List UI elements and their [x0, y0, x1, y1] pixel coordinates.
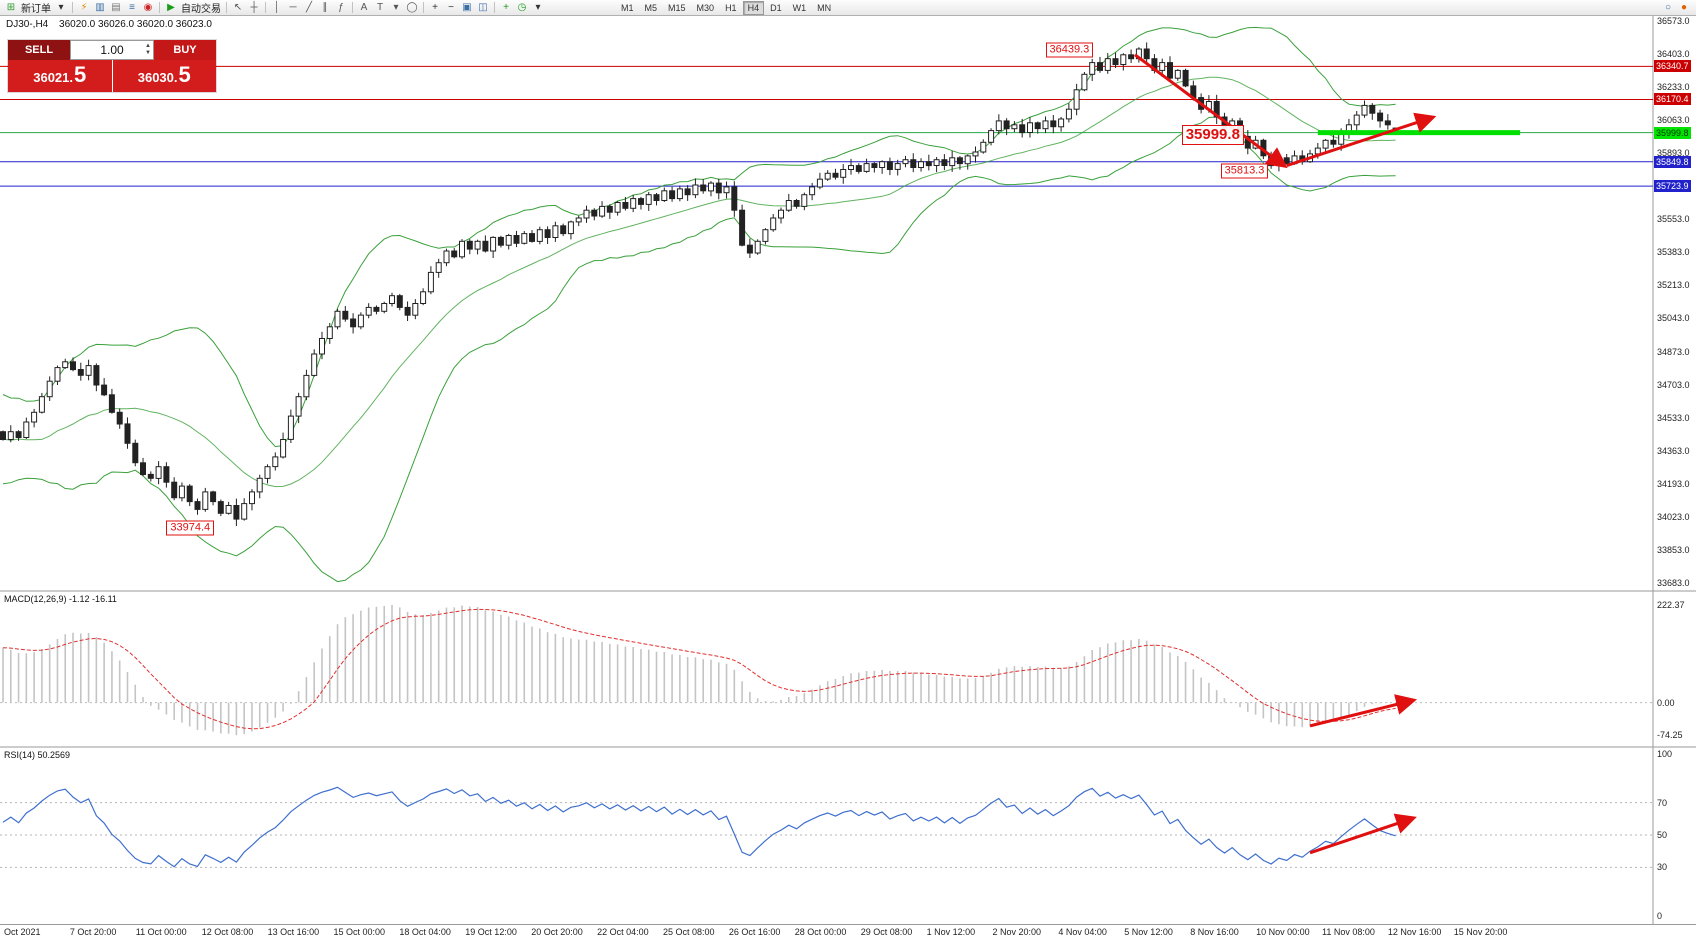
- notification-icon[interactable]: ●: [1680, 2, 1688, 13]
- tile-windows-icon[interactable]: ▣: [462, 1, 472, 13]
- trendline-icon[interactable]: ╱: [305, 1, 313, 13]
- rsi-name: RSI(14): [4, 750, 36, 760]
- buy-button[interactable]: BUY: [154, 40, 216, 60]
- toolbar-separator: [72, 2, 73, 13]
- arrows-tool-icon[interactable]: ▾: [393, 1, 399, 13]
- spinner-up-icon[interactable]: ▲: [145, 43, 151, 49]
- spinner-down-icon[interactable]: ▼: [145, 50, 151, 56]
- buy-price-big-digit: 5: [178, 62, 191, 87]
- lot-size-input[interactable]: 1.00 ▲ ▼: [70, 40, 154, 60]
- symbol-period-label: DJ30-,H4: [6, 19, 49, 30]
- lot-spinner[interactable]: ▲ ▼: [145, 43, 151, 57]
- autotrading-button[interactable]: 自动交易: [181, 4, 221, 15]
- one-click-trading-panel: SELL 1.00 ▲ ▼ BUY 36021. 5 36030. 5: [8, 40, 216, 92]
- timeframe-M30[interactable]: M30: [696, 2, 715, 13]
- channel-icon[interactable]: ∥: [322, 1, 328, 13]
- shapes-tool-icon[interactable]: ◯: [406, 1, 418, 13]
- toolbar-separator: [226, 2, 227, 13]
- timeframe-toolbar: M1 M5 M15 M30 H1 H4 D1 W1 MN: [616, 0, 836, 15]
- sell-button[interactable]: SELL: [8, 40, 70, 60]
- toolbar-separator: [423, 2, 424, 13]
- timeframe-MN[interactable]: MN: [817, 2, 832, 13]
- crosshair-icon[interactable]: ┼: [250, 1, 258, 13]
- market-watch-icon[interactable]: ▥: [95, 1, 105, 13]
- text-label-icon[interactable]: T: [376, 1, 384, 13]
- timeframe-M15[interactable]: M15: [668, 2, 686, 13]
- horizontal-line-icon[interactable]: ─: [289, 1, 297, 13]
- text-tool-icon[interactable]: A: [360, 1, 368, 13]
- indicators-icon[interactable]: +: [503, 1, 509, 13]
- vertical-line-icon[interactable]: │: [273, 1, 281, 13]
- templates-icon[interactable]: ▾: [535, 1, 541, 13]
- toolbar-separator: [265, 2, 266, 13]
- timeframe-W1[interactable]: W1: [792, 2, 807, 13]
- cursor-icon[interactable]: ↖: [233, 1, 243, 13]
- timeframe-D1[interactable]: D1: [770, 2, 782, 13]
- toolbar-separator: [494, 2, 495, 13]
- lot-size-value: 1.00: [100, 43, 124, 57]
- macd-indicator-label: MACD(12,26,9) -1.12 -16.11: [4, 594, 117, 604]
- timeframe-H1[interactable]: H1: [725, 2, 737, 13]
- rsi-current-value: 50.2569: [37, 750, 71, 760]
- timeframe-M1[interactable]: M1: [621, 2, 634, 13]
- navigator-icon[interactable]: ≡: [129, 1, 135, 13]
- zoom-out-icon[interactable]: −: [448, 1, 454, 13]
- ohlc-readout: 36020.0 36026.0 36020.0 36023.0: [59, 19, 212, 30]
- terminal-icon[interactable]: ◉: [143, 1, 153, 13]
- macd-name: MACD(12,26,9): [4, 594, 67, 604]
- symbol-info: DJ30-,H4 36020.0 36026.0 36020.0 36023.0: [6, 19, 212, 30]
- sell-price-big-digit: 5: [74, 62, 87, 87]
- toolbar-groups: ⊞ 新订单 ▾ ⚡ ▥ ▤ ≡ ◉ ▶ 自动交易 ↖ ┼ │ ─ ╱ ∥ ƒ A T ▾ ◯ + − ▣ ◫ + ◷ ▾: [3, 0, 546, 16]
- new-chart-icon[interactable]: ⊞: [6, 1, 16, 13]
- data-window-icon[interactable]: ▤: [111, 1, 121, 13]
- buy-price-main: 36030.: [137, 70, 178, 85]
- timeframe-H4[interactable]: H4: [742, 0, 765, 15]
- sell-price-main: 36021.: [33, 70, 73, 85]
- autotrading-icon[interactable]: ▶: [167, 1, 175, 13]
- zoom-in-icon[interactable]: +: [432, 1, 438, 13]
- periods-icon[interactable]: ◷: [517, 1, 527, 13]
- timeframe-M5[interactable]: M5: [644, 2, 658, 13]
- macd-current-values: -1.12 -16.11: [69, 594, 117, 604]
- fibonacci-icon[interactable]: ƒ: [338, 1, 344, 13]
- rsi-indicator-label: RSI(14) 50.2569: [4, 750, 70, 760]
- new-order-dropdown-icon[interactable]: ▾: [58, 1, 64, 13]
- buy-price-button[interactable]: 36030. 5: [111, 60, 216, 92]
- toolbar-right-icons: ○ ●: [1660, 1, 1692, 15]
- cascade-windows-icon[interactable]: ◫: [478, 1, 488, 13]
- quick-trade-icon[interactable]: ⚡: [80, 1, 88, 13]
- sell-button-label: SELL: [24, 44, 54, 56]
- sell-price-button[interactable]: 36021. 5: [8, 60, 112, 92]
- toolbar-separator: [352, 2, 353, 13]
- toolbar-separator: [159, 2, 160, 13]
- buy-button-label: BUY: [173, 44, 197, 56]
- new-order-button[interactable]: 新订单: [21, 4, 51, 15]
- main-toolbar: ⊞ 新订单 ▾ ⚡ ▥ ▤ ≡ ◉ ▶ 自动交易 ↖ ┼ │ ─ ╱ ∥ ƒ A T ▾ ◯ + − ▣ ◫ + ◷ ▾ M1 M5 M1…: [0, 0, 1696, 16]
- search-icon[interactable]: ○: [1664, 2, 1672, 13]
